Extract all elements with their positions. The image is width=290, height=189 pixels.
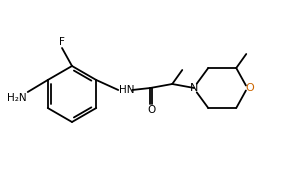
Text: H₂N: H₂N	[7, 93, 27, 103]
Text: F: F	[59, 37, 65, 47]
Text: HN: HN	[119, 85, 135, 95]
Text: N: N	[190, 83, 198, 93]
Text: O: O	[147, 105, 155, 115]
Text: O: O	[246, 83, 255, 93]
